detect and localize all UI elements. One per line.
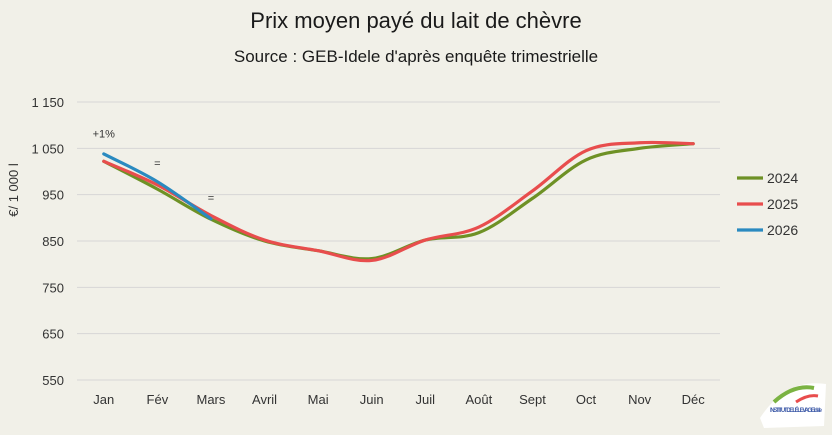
y-tick-label: 550 (42, 373, 64, 388)
y-tick-label: 1 050 (31, 141, 64, 156)
x-tick-label: Jan (93, 392, 114, 407)
annotation-label: +1% (93, 129, 116, 141)
legend-label: 2026 (767, 222, 798, 238)
y-tick-label: 950 (42, 188, 64, 203)
y-axis-ticks: 550 650 750 850 950 1 050 1 150 (31, 95, 64, 388)
annotation-label: = (208, 193, 214, 205)
idele-logo: INSTITUT DE L'ÉLEVAGE idele (760, 383, 826, 428)
annotations: +1% = = (93, 129, 215, 205)
x-tick-label: Fév (147, 392, 169, 407)
annotation-label: = (154, 158, 160, 170)
x-axis-ticks: Jan Fév Mars Avril Mai Juin Juil Août Sept Oct Nov… (93, 392, 705, 407)
legend-label: 2024 (767, 170, 798, 186)
x-tick-label: Déc (682, 392, 706, 407)
x-tick-label: Mai (308, 392, 329, 407)
chart-subtitle: Source : GEB-Idele d'après enquête trime… (234, 47, 598, 66)
x-tick-label: Juil (416, 392, 436, 407)
y-tick-label: 1 150 (31, 95, 64, 110)
y-axis-label: €/ 1 000 l (6, 163, 21, 217)
legend-label: 2025 (767, 196, 798, 212)
x-tick-label: Juin (360, 392, 384, 407)
y-tick-label: 650 (42, 327, 64, 342)
chart-title: Prix moyen payé du lait de chèvre (250, 8, 581, 33)
x-tick-label: Mars (197, 392, 226, 407)
x-tick-label: Oct (576, 392, 597, 407)
series-line-2025 (102, 140, 695, 263)
y-tick-label: 850 (42, 234, 64, 249)
x-tick-label: Sept (519, 392, 546, 407)
logo-text: INSTITUT DE L'ÉLEVAGE idele (770, 406, 823, 414)
x-tick-label: Avril (252, 392, 277, 407)
series-line-2026 (102, 152, 213, 221)
x-tick-label: Août (466, 392, 493, 407)
series-lines (102, 140, 695, 263)
x-tick-label: Nov (628, 392, 652, 407)
series-line-2024 (102, 142, 695, 261)
logo-swoosh-icon (772, 385, 815, 404)
grid (77, 101, 720, 381)
y-tick-label: 750 (42, 280, 64, 295)
legend: 2024 2025 2026 (737, 170, 798, 238)
